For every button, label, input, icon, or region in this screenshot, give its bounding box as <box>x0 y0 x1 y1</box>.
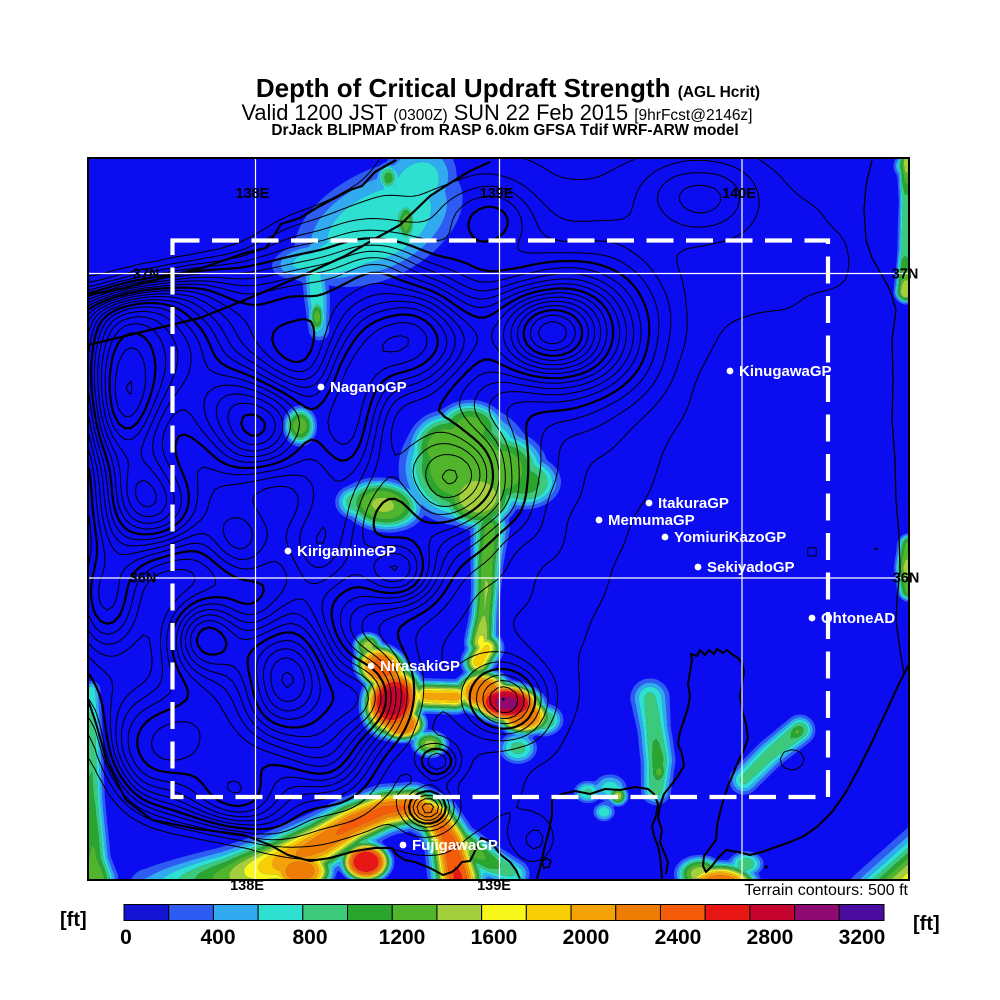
svg-text:DrJack BLIPMAP from RASP 6.0km: DrJack BLIPMAP from RASP 6.0km GFSA Tdif… <box>271 122 738 139</box>
svg-text:NaganoGP: NaganoGP <box>330 379 407 396</box>
svg-text:2000: 2000 <box>563 926 610 949</box>
svg-text:36N: 36N <box>893 571 920 587</box>
svg-text:KirigamineGP: KirigamineGP <box>297 543 396 560</box>
svg-text:3200: 3200 <box>839 926 886 949</box>
svg-text:SekiyadoGP: SekiyadoGP <box>707 559 795 576</box>
svg-text:37N: 37N <box>892 267 919 283</box>
svg-text:138E: 138E <box>236 186 270 202</box>
svg-text:NirasakiGP: NirasakiGP <box>380 658 460 675</box>
svg-text:139E: 139E <box>480 186 514 202</box>
svg-text:FujigawaGP: FujigawaGP <box>412 837 498 854</box>
svg-text:800: 800 <box>292 926 327 949</box>
svg-text:[ft]: [ft] <box>60 909 87 931</box>
svg-text:OhtoneAD: OhtoneAD <box>821 610 895 627</box>
svg-text:2800: 2800 <box>747 926 794 949</box>
svg-text:36N: 36N <box>130 571 157 587</box>
svg-text:YomiuriKazoGP: YomiuriKazoGP <box>674 529 786 546</box>
svg-text:400: 400 <box>200 926 235 949</box>
svg-text:2400: 2400 <box>655 926 702 949</box>
svg-text:KinugawaGP: KinugawaGP <box>739 363 832 380</box>
svg-text:138E: 138E <box>230 878 264 894</box>
svg-text:139E: 139E <box>477 878 511 894</box>
svg-text:Terrain contours: 500 ft: Terrain contours: 500 ft <box>744 882 908 899</box>
svg-text:[ft]: [ft] <box>913 913 940 935</box>
svg-text:140E: 140E <box>722 186 756 202</box>
svg-text:Depth of Critical Updraft Stre: Depth of Critical Updraft Strength (AGL … <box>256 73 760 103</box>
svg-text:0: 0 <box>120 926 132 949</box>
svg-text:37N: 37N <box>133 267 160 283</box>
svg-text:1200: 1200 <box>379 926 426 949</box>
svg-text:ItakuraGP: ItakuraGP <box>658 495 729 512</box>
svg-text:1600: 1600 <box>471 926 518 949</box>
svg-text:MemumaGP: MemumaGP <box>608 512 695 529</box>
